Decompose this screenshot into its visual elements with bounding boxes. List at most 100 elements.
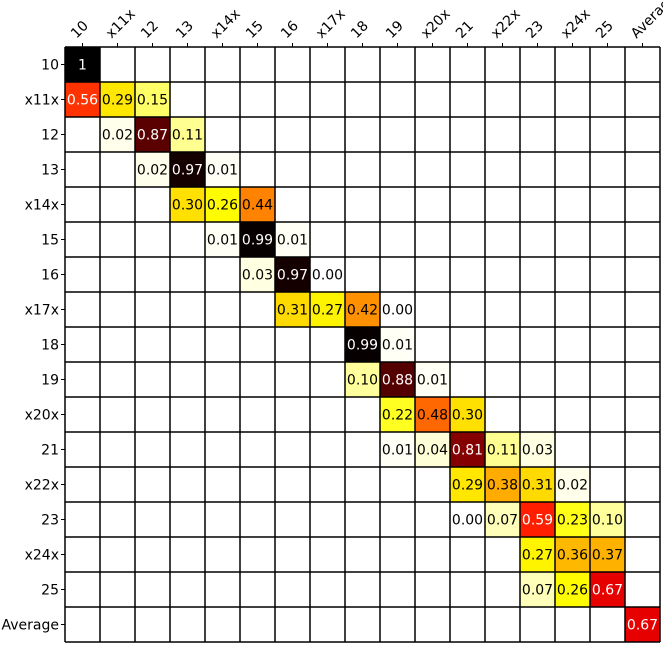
heatmap-cell bbox=[275, 222, 310, 257]
heatmap-cell bbox=[135, 152, 170, 187]
heatmap-cell bbox=[65, 47, 100, 82]
x-tick-label: 13 bbox=[173, 18, 197, 42]
x-tick-label: x14x bbox=[208, 6, 244, 42]
x-tick-label: 12 bbox=[138, 18, 162, 42]
cell-value-label: 0.11 bbox=[172, 128, 203, 144]
cell-value-label: 0.04 bbox=[417, 443, 448, 459]
y-tick-label: 25 bbox=[41, 583, 59, 599]
heatmap-cell bbox=[450, 502, 485, 537]
cell-value-label: 0.01 bbox=[382, 338, 413, 354]
heatmap-cell bbox=[170, 117, 205, 152]
cell-value-label: 0.10 bbox=[347, 373, 378, 389]
heatmap-cell bbox=[135, 82, 170, 117]
y-tick-label: x17x bbox=[25, 303, 59, 319]
heatmap-cell bbox=[520, 432, 555, 467]
cell-value-label: 0.27 bbox=[522, 548, 553, 564]
cell-value-label: 0.15 bbox=[137, 93, 168, 109]
heatmap-cell bbox=[520, 467, 555, 502]
heatmap-cell bbox=[310, 292, 345, 327]
x-tick-label: x17x bbox=[313, 6, 349, 42]
heatmap-cell bbox=[65, 82, 100, 117]
cell-value-label: 0.03 bbox=[522, 443, 553, 459]
heatmap-cell bbox=[485, 467, 520, 502]
heatmap-cells: 10.56 0.29 0.150.02 0.87 0.110.02 0.97 0.010.3… bbox=[65, 47, 660, 642]
cell-value-label: 0.30 bbox=[452, 408, 483, 424]
cell-value-label: 0.10 bbox=[592, 513, 623, 529]
x-tick-label: 25 bbox=[593, 18, 617, 42]
heatmap-cell bbox=[240, 222, 275, 257]
x-tick-label: 10 bbox=[68, 18, 92, 42]
cell-value-label: 0.37 bbox=[592, 548, 623, 564]
heatmap-cell bbox=[205, 187, 240, 222]
cell-value-label: 0.02 bbox=[102, 128, 133, 144]
y-tick-label: 19 bbox=[41, 373, 59, 389]
cell-value-label: 0.31 bbox=[277, 303, 308, 319]
heatmap-cell bbox=[520, 572, 555, 607]
x-tick-label: 15 bbox=[243, 18, 267, 42]
heatmap-cell bbox=[450, 467, 485, 502]
heatmap-cell bbox=[240, 187, 275, 222]
cell-value-label: 0.81 bbox=[452, 443, 483, 459]
heatmap-cell bbox=[100, 117, 135, 152]
heatmap-cell bbox=[415, 362, 450, 397]
heatmap-cell bbox=[555, 537, 590, 572]
cell-value-label: 0.97 bbox=[172, 163, 203, 179]
heatmap-cell bbox=[485, 502, 520, 537]
heatmap-cell bbox=[100, 82, 135, 117]
y-tick-label: x22x bbox=[25, 478, 59, 494]
cell-value-label: 0.11 bbox=[487, 443, 518, 459]
cell-value-label: 0.97 bbox=[277, 268, 308, 284]
cell-value-label: 0.59 bbox=[522, 513, 553, 529]
heatmap-cell bbox=[380, 327, 415, 362]
heatmap-cell bbox=[345, 327, 380, 362]
y-tick-label: 12 bbox=[41, 128, 59, 144]
heatmap-cell bbox=[275, 257, 310, 292]
y-tick-label: 15 bbox=[41, 233, 59, 249]
cell-value-label: 0.01 bbox=[207, 163, 238, 179]
cell-value-label: 0.30 bbox=[172, 198, 203, 214]
cell-value-label: 0.01 bbox=[207, 233, 238, 249]
heatmap-cell bbox=[345, 292, 380, 327]
heatmap-cell bbox=[380, 397, 415, 432]
cell-value-label: 0.29 bbox=[102, 93, 133, 109]
x-tick-label: x11x bbox=[103, 6, 139, 42]
y-tick-label: x11x bbox=[25, 93, 59, 109]
cell-value-label: 0.44 bbox=[242, 198, 273, 214]
y-tick-label: x14x bbox=[25, 198, 59, 214]
heatmap-cell bbox=[205, 222, 240, 257]
cell-value-label: 0.02 bbox=[557, 478, 588, 494]
y-tick-label: Average bbox=[2, 618, 60, 634]
heatmap-cell bbox=[135, 117, 170, 152]
heatmap-cell bbox=[170, 187, 205, 222]
y-tick-label: 16 bbox=[41, 268, 59, 284]
cell-value-label: 0.26 bbox=[207, 198, 238, 214]
heatmap-cell bbox=[415, 432, 450, 467]
cell-value-label: 0.03 bbox=[242, 268, 273, 284]
heatmap-cell bbox=[555, 467, 590, 502]
heatmap-cell bbox=[450, 397, 485, 432]
cell-value-label: 0.29 bbox=[452, 478, 483, 494]
cell-value-label: 0.01 bbox=[382, 443, 413, 459]
heatmap-grid bbox=[64, 46, 661, 643]
cell-value-label: 0.00 bbox=[452, 513, 483, 529]
x-tick-label: 16 bbox=[278, 18, 302, 42]
cell-value-label: 0.99 bbox=[347, 338, 378, 354]
cell-value-label: 0.67 bbox=[592, 583, 623, 599]
cell-value-label: 0.07 bbox=[522, 583, 553, 599]
heatmap-cell bbox=[380, 292, 415, 327]
cell-value-label: 0.36 bbox=[557, 548, 588, 564]
heatmap-cell bbox=[310, 257, 345, 292]
cell-value-label: 0.23 bbox=[557, 513, 588, 529]
cell-value-label: 0.00 bbox=[312, 268, 343, 284]
heatmap-cell bbox=[590, 502, 625, 537]
heatmap-cell bbox=[380, 432, 415, 467]
cell-value-label: 0.88 bbox=[382, 373, 413, 389]
cell-value-label: 0.01 bbox=[417, 373, 448, 389]
x-tick-label: 21 bbox=[453, 18, 477, 42]
cell-value-label: 0.02 bbox=[137, 163, 168, 179]
cell-value-label: 0.42 bbox=[347, 303, 378, 319]
heatmap-cell bbox=[415, 397, 450, 432]
heatmap-cell bbox=[590, 537, 625, 572]
y-axis-tick-labels: 10 x11x 12 13 x14x 15 16 x17x 18 19 x20x 21 x22x 23 x2… bbox=[2, 58, 65, 634]
heatmap-cell bbox=[380, 362, 415, 397]
